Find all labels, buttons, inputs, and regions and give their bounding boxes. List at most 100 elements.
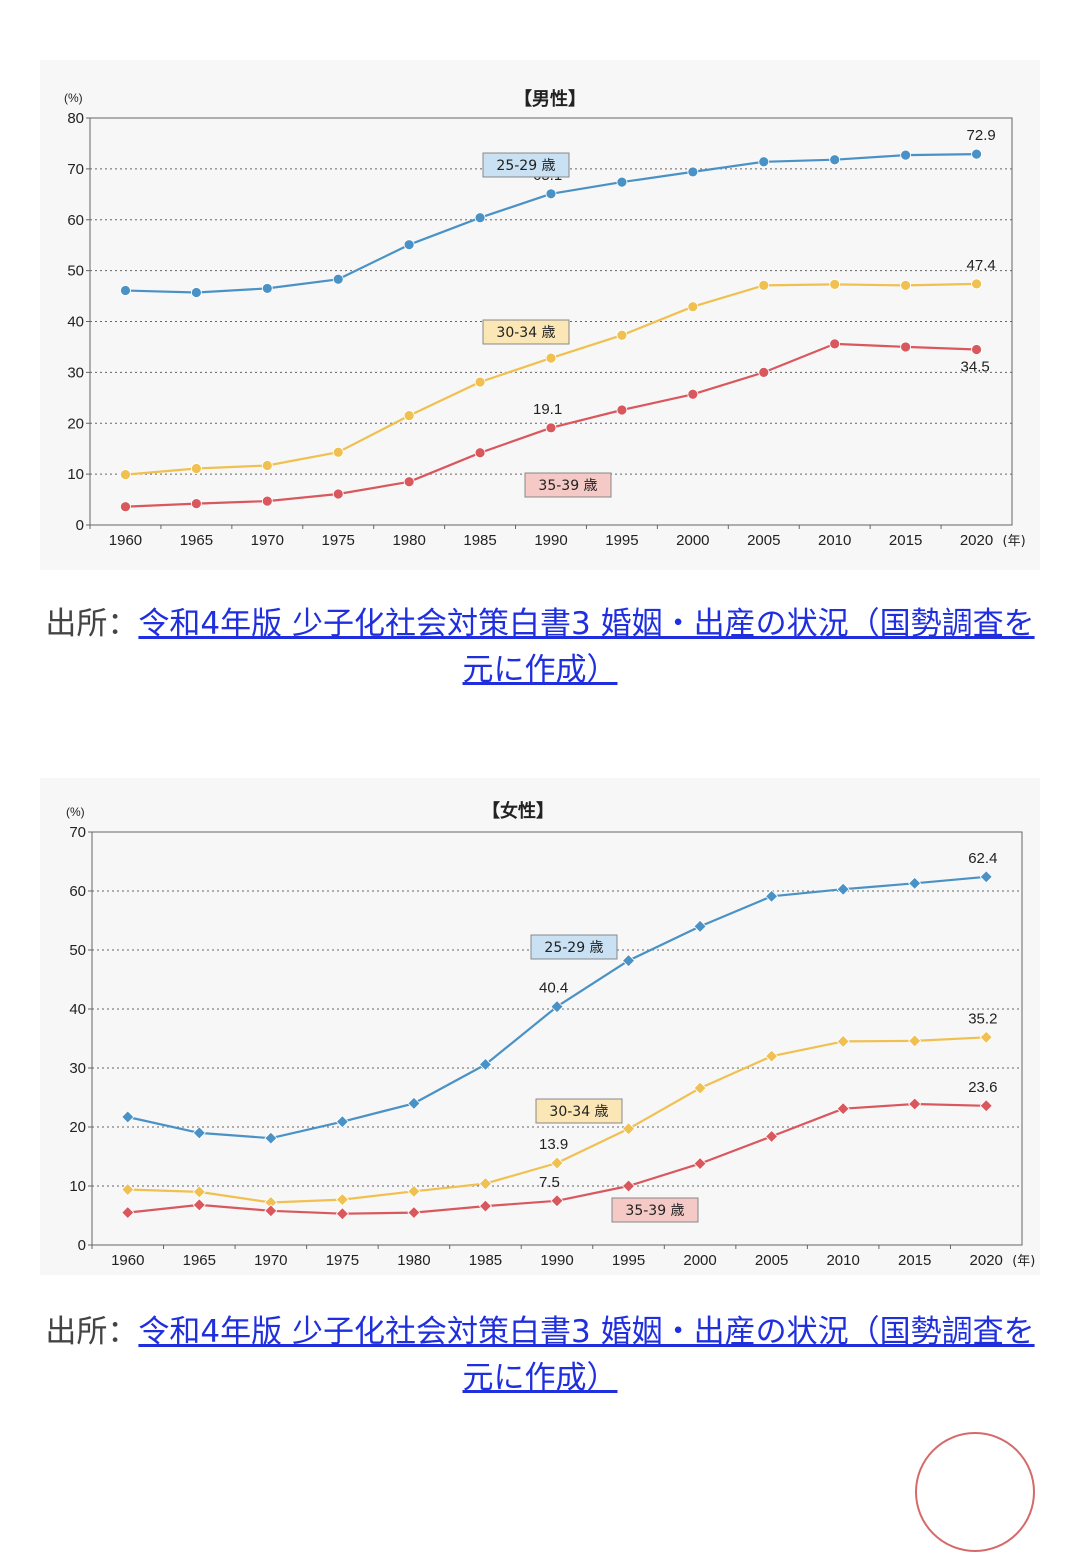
data-point [836, 1102, 850, 1116]
data-point [121, 1110, 135, 1124]
series-label: 35-39 歳 [538, 478, 597, 494]
data-point [836, 1034, 850, 1049]
female-marriage-rate-chart: 【女性】 (%) 0 10 20 30 40 50 60 70 1960 1965 1970 1975 19… [66, 800, 1035, 1269]
data-point [758, 366, 770, 378]
y-tick-label: 70 [67, 161, 84, 178]
data-point [908, 1034, 922, 1048]
data-point [693, 1157, 707, 1171]
data-point [407, 1205, 421, 1220]
data-point [829, 278, 841, 290]
x-unit-label: (年) [1003, 534, 1026, 549]
data-point [621, 1122, 636, 1136]
source-prefix: 出所： [45, 606, 139, 642]
data-point [908, 876, 922, 890]
source-link[interactable]: 令和4年版 少子化社会対策白書3 婚姻・出産の状況（国勢調査を元に作成） [138, 1314, 1035, 1396]
source-link[interactable]: 令和4年版 少子化社会対策白書3 婚姻・出産の状況（国勢調査を元に作成） [138, 606, 1035, 688]
female-chart-card: 【女性】 (%) 0 10 20 30 40 50 60 70 1960 1965 1970 1975 19… [40, 778, 1040, 1275]
data-point [765, 1049, 779, 1063]
data-label: 13.9 [539, 1136, 568, 1153]
series-label: 30-34 歳 [496, 325, 555, 341]
data-point [829, 154, 841, 166]
data-point [621, 954, 636, 968]
y-tick-label: 70 [69, 824, 86, 841]
series-label-box [482, 152, 570, 178]
data-point [403, 410, 415, 422]
x-tick-label: 2005 [755, 1252, 788, 1269]
series-label-box [482, 319, 570, 345]
plot-frame [91, 831, 1023, 1246]
data-point [765, 1129, 779, 1144]
x-tick-label: 2020 [970, 1252, 1003, 1269]
series-label: 25-29 歳 [544, 940, 603, 956]
series-label-box [535, 1098, 623, 1124]
data-point [971, 344, 982, 355]
x-tick-label: 1960 [111, 1252, 144, 1269]
data-point [474, 212, 486, 224]
y-tick-label: 40 [69, 1001, 86, 1018]
data-label: 35.2 [968, 1010, 997, 1027]
data-label: 19.1 [533, 401, 562, 418]
x-tick-label: 1990 [534, 532, 567, 549]
source-prefix: 出所： [45, 1314, 139, 1350]
x-tick-label: 1990 [540, 1252, 573, 1269]
x-tick-label: 1985 [469, 1252, 502, 1269]
data-point [190, 463, 202, 474]
data-label: 72.9 [967, 127, 996, 144]
y-tick-label: 10 [69, 1178, 86, 1195]
y-tick-label: 20 [67, 415, 84, 432]
x-tick-label: 1985 [463, 532, 496, 549]
data-point [121, 1182, 135, 1197]
x-tick-label: 2020 [960, 532, 993, 549]
y-tick-label: 80 [67, 110, 84, 127]
y-tick-label: 0 [76, 517, 84, 534]
data-point [474, 376, 486, 388]
series-line [125, 282, 977, 476]
y-tick-label: 30 [69, 1060, 86, 1077]
y-tick-label: 30 [67, 364, 84, 381]
data-point [550, 1156, 564, 1170]
x-tick-label: 1965 [180, 532, 213, 549]
scroll-top-button[interactable] [915, 1432, 1035, 1552]
data-point [335, 1115, 349, 1129]
data-point [693, 919, 707, 933]
y-tick-label: 10 [67, 466, 84, 483]
data-point [908, 1097, 922, 1111]
x-tick-label: 1980 [397, 1252, 430, 1269]
data-point [758, 156, 770, 168]
data-point [478, 1057, 493, 1072]
x-tick-label: 2000 [683, 1252, 716, 1269]
data-point [120, 285, 131, 296]
data-point [616, 329, 628, 341]
y-tick-label: 20 [69, 1119, 86, 1136]
x-tick-label: 1980 [392, 532, 425, 549]
data-point [121, 1205, 135, 1220]
data-point [550, 1194, 564, 1208]
series-label: 35-39 歳 [625, 1203, 684, 1219]
data-point [192, 1185, 206, 1199]
data-point [120, 501, 131, 513]
data-point [616, 404, 628, 416]
data-label: 62.4 [968, 850, 997, 867]
data-point [829, 338, 841, 350]
data-point [335, 1193, 349, 1207]
source-caption: 出所：令和4年版 少子化社会対策白書3 婚姻・出産の状況（国勢調査を元に作成） [40, 601, 1040, 693]
x-tick-label: 2010 [826, 1252, 859, 1269]
data-point [264, 1204, 278, 1218]
x-tick-label: 1995 [612, 1252, 645, 1269]
x-tick-label: 2005 [747, 532, 780, 549]
data-point [332, 488, 344, 500]
data-label: 40.4 [539, 980, 568, 997]
data-point [687, 301, 699, 313]
data-point [261, 495, 273, 507]
series-label: 25-29 歳 [496, 158, 555, 174]
series-label-box [524, 472, 612, 498]
data-point [687, 166, 699, 178]
data-point [192, 1126, 206, 1140]
data-point [332, 273, 344, 285]
data-point [545, 188, 557, 200]
data-point [190, 498, 202, 510]
x-tick-label: 1960 [109, 532, 142, 549]
y-tick-label: 50 [69, 942, 86, 959]
source-caption: 出所：令和4年版 少子化社会対策白書3 婚姻・出産の状況（国勢調査を元に作成） [40, 1309, 1040, 1401]
y-unit-label: (%) [66, 805, 85, 819]
